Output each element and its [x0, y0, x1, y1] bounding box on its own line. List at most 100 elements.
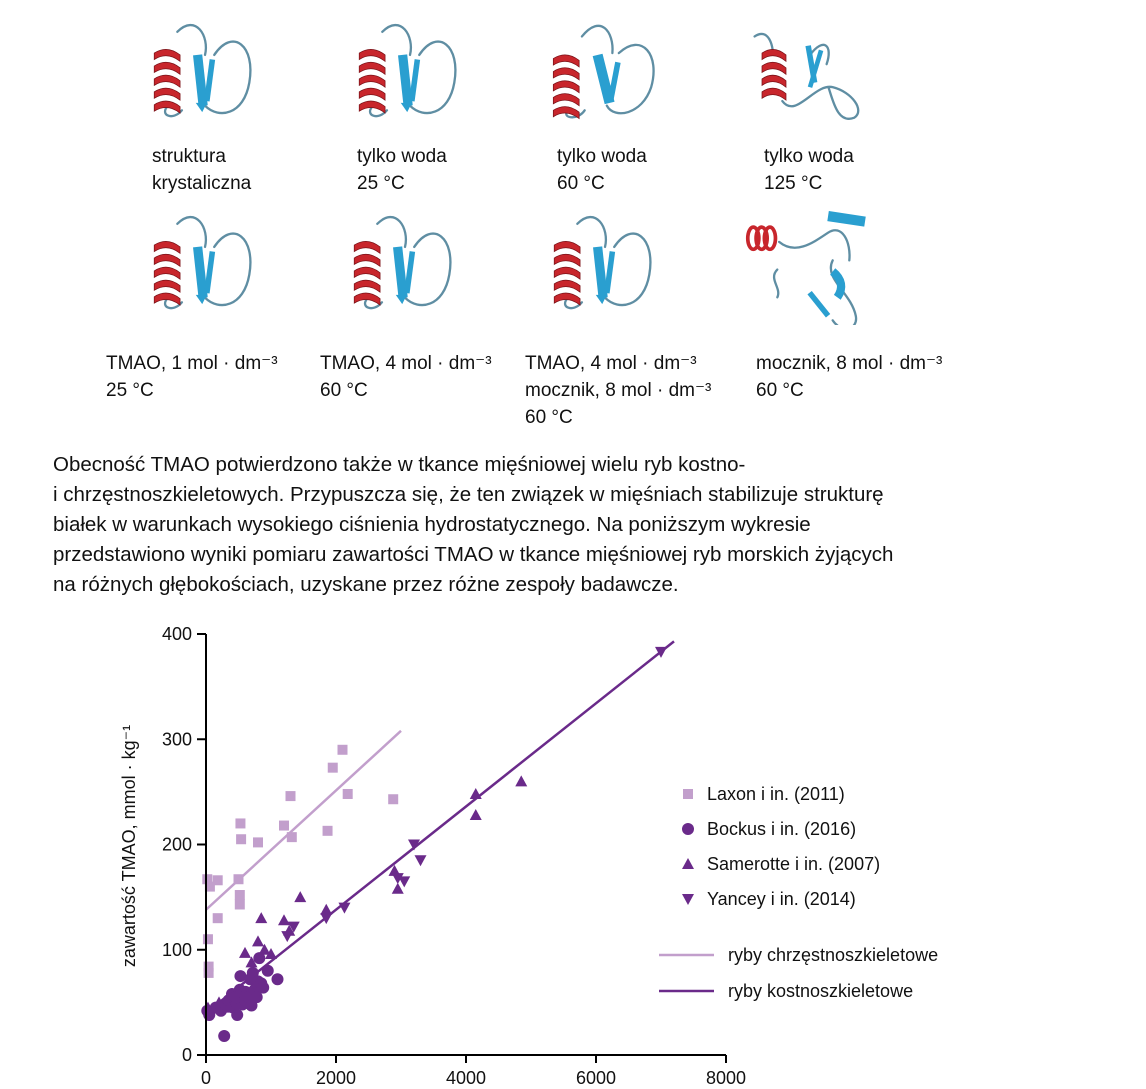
data-point [338, 902, 351, 914]
structure-caption-5: TMAO, 1 mol · dm⁻³ 25 °C [106, 350, 278, 404]
data-point [469, 787, 482, 799]
structure-caption-1: struktura krystaliczna [152, 143, 251, 197]
loop [176, 216, 208, 249]
helix-segment [153, 292, 181, 306]
helix-segment [358, 74, 386, 88]
legend-label: Samerotte i in. (2007) [707, 854, 880, 874]
paragraph-line: Obecność TMAO potwierdzono także w tkanc… [53, 453, 746, 476]
data-point [408, 839, 420, 851]
protein-structure-3 [552, 24, 655, 120]
description-paragraph: Obecność TMAO potwierdzono także w tkanc… [53, 450, 1113, 600]
helix-segment [153, 87, 181, 101]
x-tick-label: 6000 [576, 1068, 616, 1088]
beta-strand [829, 268, 846, 300]
paragraph-line: i chrzęstnoszkieletowych. Przypuszcza si… [53, 483, 884, 506]
y-tick-label: 400 [162, 624, 192, 644]
data-point [279, 820, 289, 831]
data-point [285, 791, 296, 802]
x-tick-label: 8000 [706, 1068, 746, 1088]
strand-arrowhead [595, 294, 607, 305]
protein-structure-1 [153, 24, 252, 118]
paragraph-line: na różnych głębokościach, uzyskane przez… [53, 573, 679, 596]
trend-line [205, 640, 675, 1014]
data-point [203, 967, 214, 978]
loop [376, 216, 408, 249]
strand-arrowhead [395, 294, 407, 305]
data-point [258, 943, 271, 955]
structure-caption-6: TMAO, 4 mol · dm⁻³ 60 °C [320, 350, 492, 404]
beta-strand [398, 54, 413, 107]
data-point [239, 946, 251, 958]
helix-segment [353, 279, 381, 293]
data-point [218, 1030, 231, 1043]
helix-segment [358, 49, 386, 63]
helix-segment [761, 87, 787, 101]
data-point [271, 973, 284, 986]
data-point [320, 913, 333, 925]
helix-segment [353, 292, 381, 306]
caption-line: 60 °C [525, 407, 573, 428]
loop [176, 24, 208, 57]
caption-line: 60 °C [320, 380, 368, 401]
beta-strand [593, 246, 608, 299]
legend-marker [682, 823, 694, 835]
data-point [281, 931, 294, 943]
data-point [212, 875, 223, 886]
data-point [236, 834, 247, 845]
helix-segment [153, 49, 181, 63]
loop [781, 85, 860, 120]
data-point [398, 876, 411, 888]
data-point [294, 891, 307, 903]
loop [203, 40, 252, 115]
beta-strand [393, 246, 408, 299]
loop [772, 268, 780, 299]
helix-segment [762, 225, 778, 252]
loop [605, 43, 655, 115]
caption-line: 60 °C [557, 173, 605, 194]
helix-segment [761, 61, 787, 76]
data-point [515, 775, 528, 787]
helix-segment [153, 74, 181, 88]
y-tick-label: 300 [162, 729, 192, 749]
data-point [265, 947, 277, 959]
paragraph-line: białek w warunkach wysokiego ciśnienia h… [53, 513, 811, 536]
legend-marker [682, 894, 694, 905]
data-point [414, 855, 427, 867]
caption-line: krystaliczna [152, 173, 252, 194]
caption-line: tylko woda [557, 146, 647, 167]
helix-segment [153, 241, 181, 255]
x-tick-label: 4000 [446, 1068, 486, 1088]
y-tick-label: 200 [162, 835, 192, 855]
strand-arrowhead [195, 102, 207, 113]
beta-strand [204, 59, 216, 102]
helix-segment [745, 225, 761, 252]
data-point [388, 864, 401, 876]
y-axis-label: zawartość TMAO, mmol · kg⁻¹ [119, 725, 139, 967]
data-point [201, 1001, 214, 1013]
strand-arrowhead [400, 102, 412, 113]
protein-structure-7 [553, 216, 652, 310]
y-tick-label: 0 [182, 1045, 192, 1065]
structure-caption-3: tylko woda 60 °C [557, 143, 647, 197]
caption-line: tylko woda [764, 146, 854, 167]
strand-arrowhead [195, 294, 207, 305]
protein-structure-8 [745, 211, 866, 325]
helix-segment [353, 253, 381, 268]
beta-strand [807, 49, 824, 88]
caption-line: TMAO, 4 mol · dm⁻³ [320, 353, 492, 374]
data-point [253, 837, 263, 848]
loop [808, 43, 830, 66]
structure-caption-8: mocznik, 8 mol · dm⁻³ 60 °C [756, 350, 942, 404]
legend-label: ryby kostnoszkieletowe [728, 981, 913, 1001]
structure-caption-2: tylko woda 25 °C [357, 143, 447, 197]
legend-label: Yancey i in. (2014) [707, 889, 856, 909]
protein-structure-2 [358, 24, 457, 118]
helix-segment [553, 253, 581, 268]
caption-line: TMAO, 1 mol · dm⁻³ [106, 353, 278, 374]
helix-segment [153, 253, 181, 268]
caption-line: mocznik, 8 mol · dm⁻³ [756, 353, 943, 374]
x-tick-label: 2000 [316, 1068, 356, 1088]
helix-segment [358, 61, 386, 76]
beta-strand [592, 53, 615, 105]
